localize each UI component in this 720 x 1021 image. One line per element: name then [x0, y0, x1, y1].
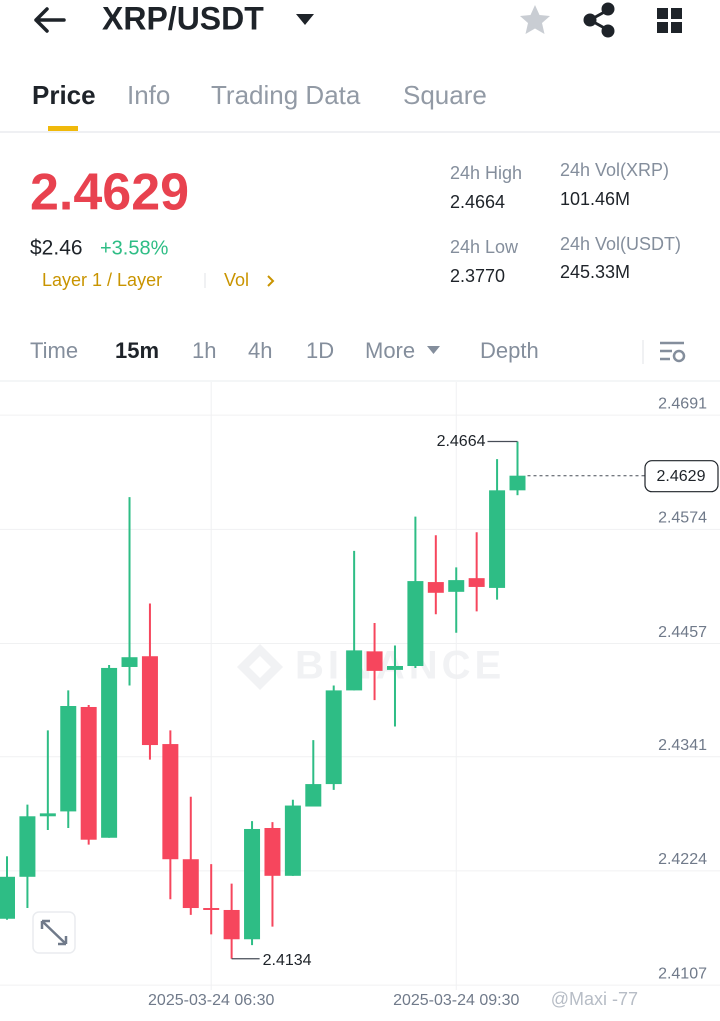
tab[interactable]: Square — [403, 80, 487, 110]
interval-option[interactable]: More — [365, 338, 415, 363]
y-tick-label: 2.4457 — [658, 624, 707, 641]
candle-body — [39, 813, 56, 817]
tag[interactable]: Layer 1 / Layer — [42, 270, 162, 290]
last-price-label: 2.4629 — [657, 468, 706, 485]
candle-body — [60, 706, 77, 812]
stat-value: 2.4664 — [450, 192, 505, 212]
tag[interactable]: Vol — [224, 270, 249, 290]
interval-option[interactable]: Depth — [480, 338, 539, 363]
pair-title[interactable]: XRP/USDT — [102, 0, 264, 36]
chart-settings-icon[interactable] — [660, 341, 686, 363]
candle-body — [427, 582, 444, 593]
y-tick-label: 2.4107 — [658, 965, 707, 982]
interval-option[interactable]: Time — [30, 338, 78, 363]
y-tick-label: 2.4224 — [658, 851, 707, 868]
candle-body — [346, 650, 363, 691]
candle-body — [182, 859, 199, 909]
stat-value: 2.3770 — [450, 266, 505, 286]
candle-body — [0, 876, 15, 919]
candle-body — [223, 909, 240, 940]
tag-arrow — [267, 275, 275, 287]
candle-body — [121, 657, 138, 667]
candle-body — [284, 805, 301, 876]
candle-body — [468, 578, 485, 587]
low-label: 2.4134 — [263, 952, 312, 969]
x-tick-label: 2025-03-24 09:30 — [393, 992, 519, 1009]
candle-body — [162, 744, 179, 860]
candle-body — [203, 908, 220, 910]
tab[interactable]: Trading Data — [211, 80, 361, 110]
x-tick-label: 2025-03-24 06:30 — [148, 992, 274, 1009]
stat-value: 245.33M — [560, 262, 630, 282]
stat-label: 24h High — [450, 163, 522, 183]
usd-price: $2.46 — [30, 237, 83, 260]
stat-label: 24h Vol(XRP) — [560, 160, 669, 180]
interval-option[interactable]: 1D — [306, 338, 334, 363]
stat-label: 24h Low — [450, 237, 519, 257]
tab[interactable]: Info — [127, 80, 170, 110]
candle-body — [366, 651, 383, 671]
active-tab-indicator — [48, 126, 78, 131]
candle-body — [19, 816, 36, 877]
expand-button[interactable] — [32, 911, 76, 954]
share-icon[interactable] — [583, 2, 615, 38]
y-tick-label: 2.4574 — [658, 510, 707, 527]
candle-body — [141, 656, 158, 746]
interval-bar: Time 15m 1h 4h 1D More Depth — [30, 338, 539, 363]
y-tick-label: 2.4341 — [658, 737, 707, 754]
interval-option[interactable]: 4h — [248, 338, 272, 363]
candle-body — [264, 827, 281, 876]
favorite-star[interactable] — [520, 5, 550, 34]
candle-body — [509, 475, 526, 491]
last-price-box — [644, 460, 719, 493]
interval-option[interactable]: 1h — [192, 338, 216, 363]
tab[interactable]: Price — [32, 80, 96, 110]
price-change: +3.58% — [100, 237, 169, 259]
more-dropdown[interactable] — [427, 346, 440, 354]
candle-body — [101, 667, 118, 838]
y-tick-label: 2.4691 — [658, 395, 707, 412]
candle-body — [80, 706, 97, 840]
credit: @Maxi -77 — [551, 989, 638, 1009]
candlestick-chart: BINANCE 2.4691 2.4574 2.4457 2.4341 2.4224 2.4… — [0, 382, 720, 1009]
stat-value: 101.46M — [560, 189, 630, 209]
tab-bar: Price Info Trading Data Square — [32, 80, 487, 110]
candle-body — [244, 828, 261, 940]
high-label: 2.4664 — [437, 433, 486, 450]
stat-label: 24h Vol(USDT) — [560, 234, 681, 254]
candle-body — [407, 581, 424, 666]
interval-option[interactable]: 15m — [115, 338, 159, 363]
candle-body — [325, 690, 342, 785]
candle-body — [386, 665, 403, 670]
watermark-logo — [237, 644, 283, 690]
candle-body — [448, 580, 465, 592]
last-price: 2.4629 — [30, 164, 189, 222]
pair-dropdown[interactable] — [296, 14, 314, 25]
watermark: BINANCE — [295, 644, 505, 688]
grid-icon[interactable] — [657, 8, 682, 33]
back-button[interactable] — [34, 7, 66, 33]
candle-body — [489, 490, 506, 588]
candle-body — [305, 784, 322, 807]
